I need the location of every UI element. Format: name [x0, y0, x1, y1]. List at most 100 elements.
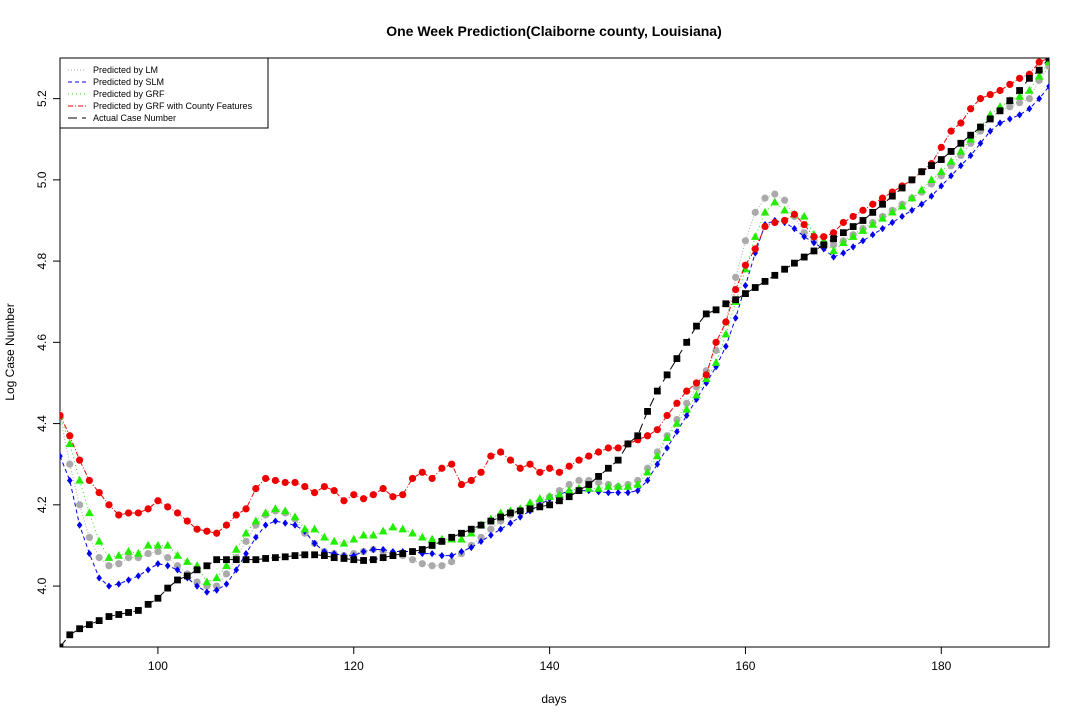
data-point [369, 530, 378, 539]
data-point [182, 557, 192, 565]
data-point [956, 146, 966, 155]
data-point [517, 513, 524, 521]
legend-label: Predicted by GRF with County Features [93, 101, 253, 111]
data-point [95, 489, 103, 497]
data-point [193, 525, 201, 533]
data-point [1026, 105, 1033, 113]
data-point [879, 225, 886, 233]
data-point [585, 452, 593, 460]
data-point [741, 237, 750, 245]
series-line [60, 61, 1049, 583]
data-point [653, 387, 661, 395]
data-point [849, 212, 857, 221]
data-point [643, 467, 652, 476]
data-point [702, 371, 710, 379]
data-point [467, 525, 475, 533]
data-point [439, 552, 445, 560]
data-point [300, 524, 310, 533]
data-point [134, 607, 142, 614]
y-tick-label: 5.0 [35, 171, 49, 188]
data-point [525, 498, 535, 506]
legend-box [59, 57, 269, 129]
data-point [360, 557, 367, 564]
data-point [615, 489, 621, 497]
data-point [202, 577, 212, 586]
data-point [124, 509, 133, 517]
data-point [458, 529, 465, 537]
data-point [253, 533, 259, 541]
plot-frame [59, 57, 1050, 648]
data-point [438, 537, 446, 545]
data-point [937, 156, 945, 163]
data-point [703, 379, 710, 387]
x-tick-label: 140 [540, 659, 560, 673]
data-point [732, 285, 740, 294]
data-point [536, 468, 544, 476]
data-point [771, 271, 779, 279]
data-point [683, 399, 691, 407]
data-point [86, 549, 93, 558]
data-point [507, 509, 514, 517]
data-point [654, 460, 661, 468]
data-point [448, 552, 455, 560]
data-point [614, 444, 622, 452]
data-point [967, 105, 975, 113]
data-point [888, 207, 897, 216]
data-point [820, 233, 828, 241]
data-point [829, 229, 838, 237]
data-point [1034, 71, 1044, 80]
legend-item: Actual Case Number [68, 113, 176, 123]
data-point [947, 148, 955, 155]
data-point [623, 481, 633, 490]
data-point [604, 481, 613, 490]
data-point [860, 237, 866, 245]
data-point [946, 156, 956, 165]
data-point [575, 476, 583, 485]
data-point [848, 232, 858, 240]
data-point [830, 235, 837, 243]
data-point [858, 226, 868, 234]
data-point [878, 213, 887, 222]
data-point [575, 456, 583, 464]
data-point [155, 560, 161, 568]
data-point [457, 480, 466, 489]
data-point [801, 233, 807, 241]
data-point [879, 200, 886, 208]
data-point [370, 545, 377, 554]
data-point [399, 491, 407, 499]
data-point [105, 562, 113, 570]
data-point [468, 543, 475, 552]
y-tick-label: 4.4 [35, 415, 49, 432]
data-point [243, 549, 249, 558]
y-tick-label: 4.6 [35, 334, 49, 351]
data-point [516, 507, 524, 515]
data-point [292, 521, 298, 529]
data-point [927, 175, 936, 184]
data-point [800, 220, 808, 229]
data-point [222, 561, 231, 569]
data-point [1016, 87, 1024, 94]
data-point [85, 476, 93, 485]
data-point [555, 468, 563, 476]
series-line [60, 86, 1049, 593]
data-point [1045, 58, 1049, 62]
data-point [320, 482, 328, 491]
data-point [761, 222, 769, 231]
data-point [487, 452, 495, 460]
data-point [1016, 99, 1024, 107]
data-point [829, 246, 838, 255]
data-point [977, 139, 984, 147]
data-point [575, 487, 583, 495]
data-point [1025, 95, 1034, 103]
data-point [232, 511, 240, 519]
data-point [820, 241, 828, 249]
data-point [164, 562, 171, 570]
data-point [252, 556, 260, 564]
data-point [849, 223, 857, 230]
data-point [271, 504, 280, 513]
data-point [497, 525, 504, 533]
data-point [585, 481, 593, 488]
series-line [60, 65, 1049, 587]
data-point [564, 486, 574, 494]
